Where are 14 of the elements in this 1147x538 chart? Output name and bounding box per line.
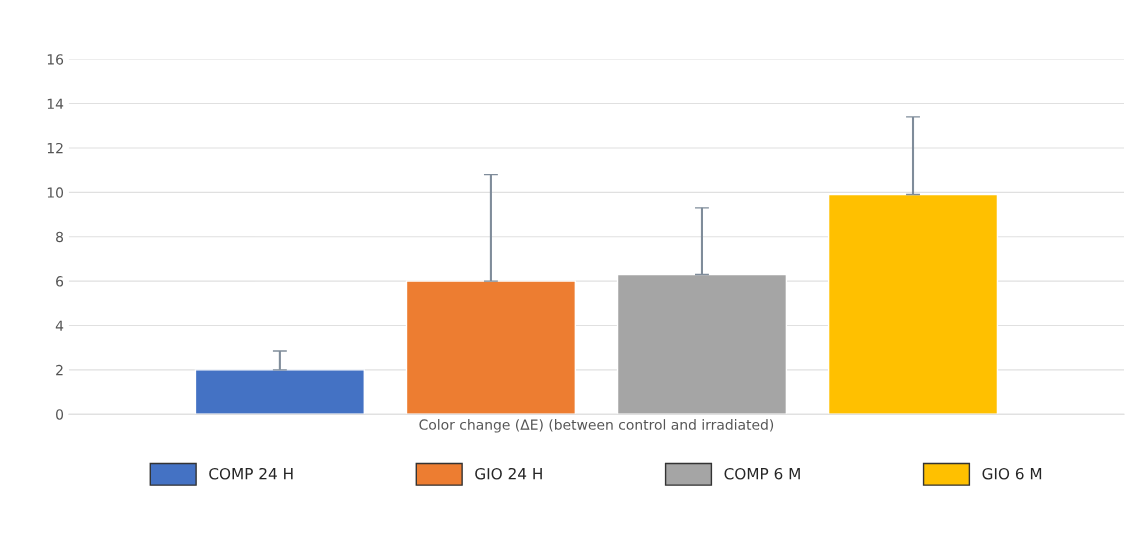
y-tick-label: 0 (56, 409, 64, 420)
y-tick-label: 16 (47, 54, 64, 65)
x-tick-label: Color change (ΔE) (between control and irradiated) (419, 419, 774, 433)
y-tick-label: 4 (55, 320, 64, 331)
y-tick-label: 6 (56, 276, 64, 287)
legend-label: COMP 24 H (209, 467, 293, 480)
legend-label: GIO 6 M (982, 467, 1042, 480)
legend-label: COMP 6 M (724, 467, 800, 480)
y-tick-label: 8 (56, 231, 64, 243)
legend-label: GIO 24 H (475, 467, 542, 480)
y-tick-label: 2 (56, 364, 63, 376)
y-tick-label: 12 (47, 142, 63, 154)
y-tick-label: 10 (47, 187, 64, 198)
y-tick-label: 14 (47, 98, 64, 109)
